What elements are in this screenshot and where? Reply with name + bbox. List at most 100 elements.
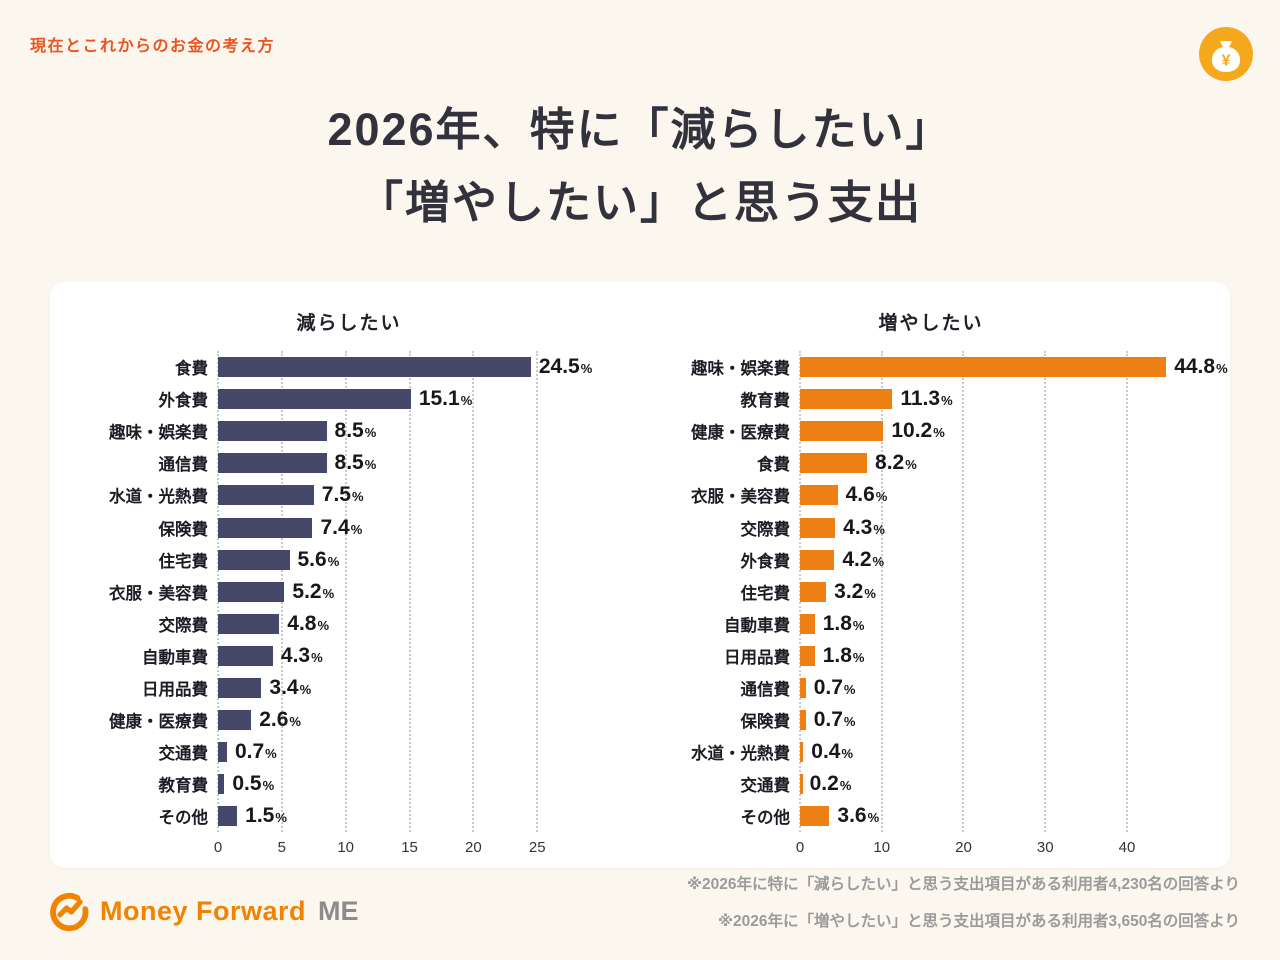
bar-plot-area: 24.5% [218,355,592,378]
bar [800,549,835,570]
bar-row: 水道・光熱費 7.5% [58,479,640,511]
value-label: 11.3% [900,387,953,411]
bar-row: 交通費 0.7% [58,736,640,768]
category-label: 交通費 [158,745,209,764]
bar [218,774,225,795]
bar-row: 外食費 15.1% [58,383,640,415]
x-tick-label: 15 [401,839,418,857]
category-label: 日用品費 [724,648,790,667]
bar-plot-area: 15.1% [218,387,550,410]
category-label: その他 [740,809,791,828]
value-label: 5.2% [292,579,335,603]
bar-plot-area: 5.6% [218,547,550,571]
page-title: 2026年、特に「減らしたい」 「増やしたい」と思う支出 [0,94,1280,240]
money-forward-logo: Money Forward ME [48,890,359,932]
value-label: 3.2% [834,579,876,603]
bar-row: 日用品費 1.8% [640,640,1222,672]
category-label: 通信費 [158,456,209,475]
bar [800,774,803,795]
value-label: 0.5% [232,772,275,796]
chart-reduce-title: 減らしたい [296,313,402,334]
bar-row: 通信費 0.7% [640,672,1222,704]
category-label: 交際費 [158,616,209,635]
value-label: 5.6% [297,547,340,571]
category-label: 保険費 [740,713,791,732]
category-label: 外食費 [158,392,209,411]
value-label: 4.3% [280,643,323,667]
category-label: その他 [158,809,209,828]
bar [800,485,838,506]
bar-row: 日用品費 3.4% [58,672,640,704]
x-tick-label: 40 [1118,839,1136,857]
chart-increase: 増やしたい 趣味・娯楽費 44.8% 教育費 11.3% 健康・医療費 10.2% 食費 8.… [640,306,1228,868]
value-label: 0.7% [813,708,856,732]
bar-plot-area: 0.7% [218,740,550,763]
bar-plot-area: 3.6% [800,804,1176,827]
category-label: 健康・医療費 [109,713,208,732]
category-label: 食費 [757,456,790,475]
bar-row: 衣服・美容費 4.6% [640,479,1222,511]
bar [800,517,836,538]
bar-plot-area: 8.5% [218,451,550,474]
page-title-line1: 2026年、特に「減らしたい」 [327,104,953,155]
bar-row: 保険費 0.7% [640,704,1222,736]
bar [800,357,1167,378]
bar-plot-area: 7.5% [218,483,550,506]
category-label: 衣服・美容費 [109,584,208,603]
category-label: 衣服・美容費 [691,488,790,507]
bar-rows: 趣味・娯楽費 44.8% 教育費 11.3% 健康・医療費 10.2% 食費 8.2% 衣服・美… [640,351,1228,832]
x-tick-label: 25 [528,839,546,857]
money-bag-icon: ¥ [1199,27,1253,81]
value-label: 1.8% [822,643,865,667]
category-label: 食費 [175,360,208,379]
value-label: 44.8% [1174,355,1228,379]
bar-row: 住宅費 5.6% [58,544,640,576]
bar [218,806,238,827]
x-tick-label: 10 [873,839,891,857]
bar-plot-area: 7.4% [218,516,550,539]
value-label: 0.7% [813,675,856,699]
footnotes: ※2026年に特に「減らしたい」と思う支出項目がある利用者4,230名の回答より… [687,867,1240,940]
category-label: 通信費 [740,680,791,699]
bar [800,742,804,763]
bar-plot-area: 1.5% [218,804,550,827]
category-label: 趣味・娯楽費 [691,360,790,379]
bar-plot-area: 4.2% [800,547,1176,571]
value-label: 8.2% [875,451,917,475]
bar-plot-area: 4.6% [800,483,1176,506]
bar-row: 保険費 7.4% [58,511,640,543]
chart-reduce: 減らしたい 食費 24.5% 外食費 15.1% 趣味・娯楽費 8.5% 通信費 8.5% 水道… [58,306,640,868]
x-tick-label: 0 [795,839,805,857]
category-label: 水道・光熱費 [109,488,208,507]
bar-plot-area: 0.7% [800,675,1176,699]
bar-plot-area: 1.8% [800,612,1176,635]
bar-plot-area: 10.2% [800,419,1176,442]
bar [800,613,815,634]
x-axis: 0 10 20 30 40 [796,832,1176,862]
bar-row: 外食費 4.2% [640,544,1222,576]
svg-text:¥: ¥ [1222,52,1231,69]
bar-plot-area: 3.2% [800,579,1176,603]
bar-plot-area: 11.3% [800,387,1176,411]
bar [218,485,314,506]
value-label: 4.2% [842,547,885,571]
logo-text-me: ME [318,895,359,926]
bar-plot-area: 8.5% [218,419,550,443]
value-label: 8.5% [334,419,377,443]
bar-plot-area: 0.7% [800,708,1176,732]
bar-row: 自動車費 1.8% [640,608,1222,640]
bar-row: 教育費 11.3% [640,383,1222,415]
value-label: 3.4% [269,675,312,699]
bar-row: 交際費 4.8% [58,608,640,640]
page-title-line2: 「増やしたい」と思う支出 [357,176,922,228]
bar-row: 教育費 0.5% [58,768,640,800]
bar [800,453,868,474]
category-label: 交際費 [740,520,791,539]
category-label: 保険費 [158,520,209,539]
bar [800,421,884,442]
bar [800,645,815,666]
bar [218,742,227,763]
value-label: 24.5% [538,355,593,379]
x-tick-label: 20 [955,839,972,857]
bar [218,453,327,474]
